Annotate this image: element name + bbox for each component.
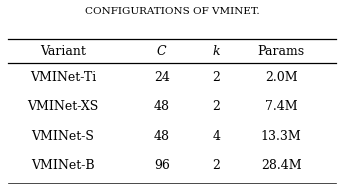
Text: VMINet-S: VMINet-S	[31, 130, 94, 143]
Text: 28.4M: 28.4M	[261, 159, 301, 173]
Text: C: C	[157, 44, 166, 58]
Text: 24: 24	[154, 71, 170, 84]
Text: VMINet-XS: VMINet-XS	[27, 100, 98, 113]
Text: CONFIGURATIONS OF VMINET.: CONFIGURATIONS OF VMINET.	[85, 7, 259, 16]
Text: 2.0M: 2.0M	[265, 71, 298, 84]
Text: 48: 48	[154, 100, 170, 113]
Text: Variant: Variant	[40, 44, 86, 58]
Text: 2: 2	[213, 71, 220, 84]
Text: VMINet-B: VMINet-B	[31, 159, 95, 173]
Text: 13.3M: 13.3M	[261, 130, 302, 143]
Text: 2: 2	[213, 159, 220, 173]
Text: VMINet-Ti: VMINet-Ti	[30, 71, 96, 84]
Text: 48: 48	[154, 130, 170, 143]
Text: 2: 2	[213, 100, 220, 113]
Text: 96: 96	[154, 159, 170, 173]
Text: Params: Params	[258, 44, 305, 58]
Text: 4: 4	[212, 130, 221, 143]
Text: k: k	[213, 44, 220, 58]
Text: 7.4M: 7.4M	[265, 100, 298, 113]
